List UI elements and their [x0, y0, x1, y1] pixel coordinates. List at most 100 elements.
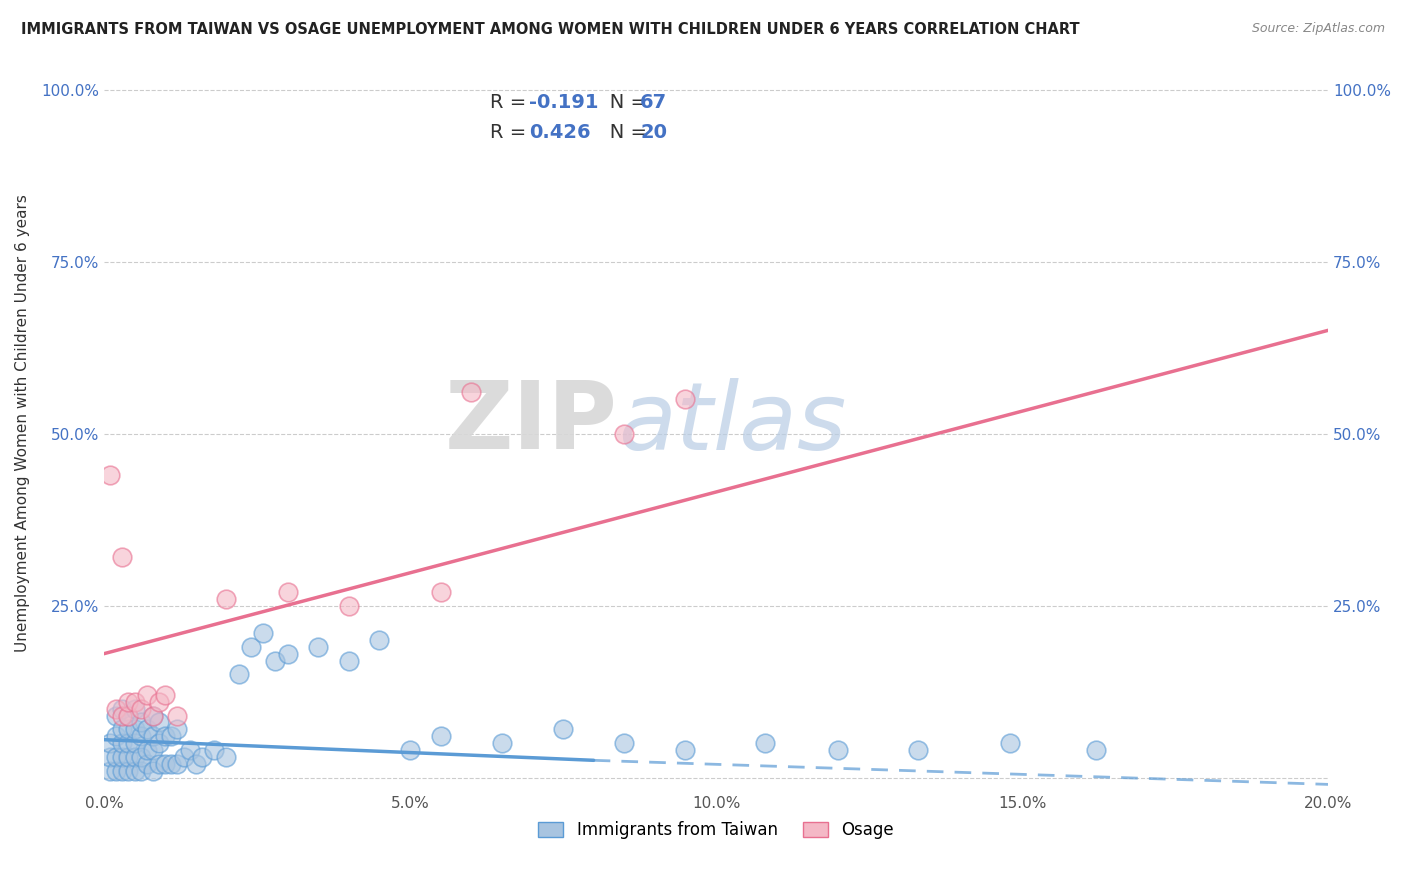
Point — [142, 708, 165, 723]
Point — [160, 729, 183, 743]
Point — [337, 654, 360, 668]
Point — [98, 750, 121, 764]
Point — [307, 640, 329, 654]
Text: R =: R = — [489, 94, 531, 112]
Text: -0.191: -0.191 — [529, 94, 599, 112]
Point — [124, 702, 146, 716]
Point — [277, 584, 299, 599]
Point — [148, 756, 170, 771]
Text: IMMIGRANTS FROM TAIWAN VS OSAGE UNEMPLOYMENT AMONG WOMEN WITH CHILDREN UNDER 6 Y: IMMIGRANTS FROM TAIWAN VS OSAGE UNEMPLOY… — [21, 22, 1080, 37]
Point — [105, 702, 128, 716]
Point — [98, 764, 121, 778]
Point — [117, 750, 139, 764]
Point — [252, 626, 274, 640]
Point — [117, 736, 139, 750]
Text: ZIP: ZIP — [446, 377, 619, 469]
Point — [135, 756, 157, 771]
Point — [613, 426, 636, 441]
Legend: Immigrants from Taiwan, Osage: Immigrants from Taiwan, Osage — [531, 814, 900, 846]
Point — [105, 764, 128, 778]
Point — [239, 640, 262, 654]
Point — [368, 632, 391, 647]
Point — [98, 736, 121, 750]
Point — [675, 392, 697, 406]
Text: R =: R = — [489, 123, 531, 142]
Point — [429, 729, 451, 743]
Point — [215, 750, 238, 764]
Point — [337, 599, 360, 613]
Point — [754, 736, 776, 750]
Y-axis label: Unemployment Among Women with Children Under 6 years: Unemployment Among Women with Children U… — [15, 194, 30, 652]
Point — [191, 750, 214, 764]
Point — [675, 743, 697, 757]
Point — [491, 736, 513, 750]
Point — [148, 715, 170, 730]
Point — [998, 736, 1021, 750]
Point — [111, 708, 134, 723]
Point — [129, 764, 152, 778]
Point — [153, 756, 176, 771]
Point — [153, 729, 176, 743]
Point — [135, 688, 157, 702]
Point — [215, 591, 238, 606]
Text: atlas: atlas — [619, 377, 846, 468]
Point — [179, 743, 201, 757]
Point — [111, 750, 134, 764]
Point — [1084, 743, 1107, 757]
Point — [184, 756, 207, 771]
Point — [111, 550, 134, 565]
Point — [124, 736, 146, 750]
Point — [202, 743, 225, 757]
Point — [105, 750, 128, 764]
Text: 20: 20 — [640, 123, 668, 142]
Point — [117, 695, 139, 709]
Text: 0.426: 0.426 — [529, 123, 591, 142]
Point — [148, 695, 170, 709]
Point — [124, 695, 146, 709]
Point — [105, 708, 128, 723]
Text: N =: N = — [591, 123, 654, 142]
Point — [111, 736, 134, 750]
Text: Source: ZipAtlas.com: Source: ZipAtlas.com — [1251, 22, 1385, 36]
Point — [135, 723, 157, 737]
Point — [117, 764, 139, 778]
Point — [142, 708, 165, 723]
Point — [124, 723, 146, 737]
Point — [173, 750, 195, 764]
Point — [153, 688, 176, 702]
Point — [228, 667, 250, 681]
Point — [166, 723, 188, 737]
Point — [105, 729, 128, 743]
Text: 67: 67 — [640, 94, 668, 112]
Point — [129, 715, 152, 730]
Point — [551, 723, 574, 737]
Point — [166, 708, 188, 723]
Point — [117, 723, 139, 737]
Point — [142, 729, 165, 743]
Point — [142, 764, 165, 778]
Point — [124, 764, 146, 778]
Point — [117, 708, 139, 723]
Point — [907, 743, 929, 757]
Point — [166, 756, 188, 771]
Point — [429, 584, 451, 599]
Point — [264, 654, 287, 668]
Point — [111, 723, 134, 737]
Point — [117, 708, 139, 723]
Point — [827, 743, 849, 757]
Point — [142, 743, 165, 757]
Point — [613, 736, 636, 750]
Point — [135, 743, 157, 757]
Point — [129, 702, 152, 716]
Point — [111, 764, 134, 778]
Point — [129, 729, 152, 743]
Point — [111, 702, 134, 716]
Point — [124, 750, 146, 764]
Point — [160, 756, 183, 771]
Point — [399, 743, 422, 757]
Point — [460, 385, 482, 400]
Point — [129, 750, 152, 764]
Point — [98, 467, 121, 482]
Point — [277, 647, 299, 661]
Point — [148, 736, 170, 750]
